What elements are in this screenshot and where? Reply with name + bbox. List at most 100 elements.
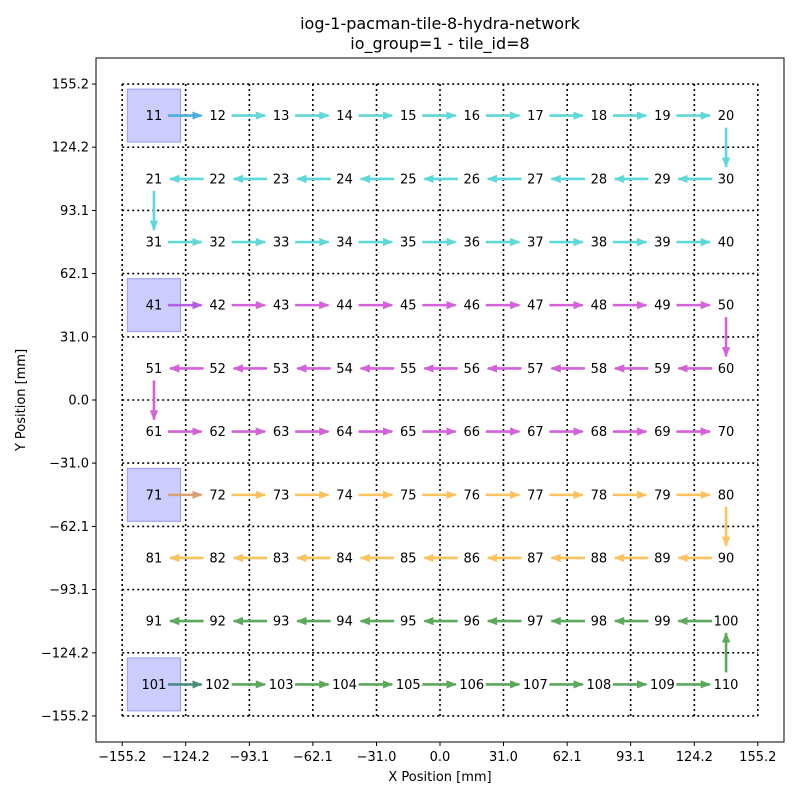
x-tick-label: −155.2 [98,750,146,765]
chip-label-99: 99 [654,615,671,630]
chip-label-13: 13 [273,109,290,124]
chip-label-84: 84 [336,551,353,566]
chip-label-21: 21 [146,172,163,187]
chip-label-39: 39 [654,236,671,251]
y-tick-label: −155.2 [41,709,89,724]
x-tick-label: 93.1 [616,750,645,765]
chip-label-55: 55 [400,362,417,377]
chip-label-71: 71 [146,488,163,503]
y-axis-label: Y Position [mm] [14,349,29,452]
chip-label-40: 40 [718,236,735,251]
chip-label-82: 82 [209,551,226,566]
chip-label-80: 80 [718,488,735,503]
chip-label-102: 102 [205,678,230,693]
chip-label-74: 74 [336,488,353,503]
chip-label-11: 11 [146,109,163,124]
chip-label-104: 104 [332,678,357,693]
chip-label-28: 28 [591,172,608,187]
chip-label-86: 86 [463,551,480,566]
chip-label-54: 54 [336,362,353,377]
chip-label-18: 18 [591,109,608,124]
y-tick-label: 31.0 [60,330,89,345]
y-tick-label: 155.2 [52,78,89,93]
chip-label-51: 51 [146,362,163,377]
chip-label-60: 60 [718,362,735,377]
x-tick-label: −62.1 [293,750,333,765]
chip-label-88: 88 [591,551,608,566]
x-tick-label: 31.0 [489,750,518,765]
chip-label-98: 98 [591,615,608,630]
chip-label-109: 109 [650,678,675,693]
y-tick-label: −93.1 [49,583,89,598]
chip-label-59: 59 [654,362,671,377]
chip-label-93: 93 [273,615,290,630]
chip-label-95: 95 [400,615,417,630]
chip-label-20: 20 [718,109,735,124]
chip-label-76: 76 [463,488,480,503]
chip-label-101: 101 [142,678,167,693]
chip-label-66: 66 [463,425,480,440]
x-tick-label: −124.2 [162,750,210,765]
chip-label-25: 25 [400,172,417,187]
chip-label-17: 17 [527,109,544,124]
chip-label-24: 24 [336,172,353,187]
chip-labels: 11 12 13 14 15 16 17 18 19 20 21 22 23 24 25 26 27 28 29 30… [142,109,739,693]
chip-label-41: 41 [146,299,163,314]
chip-label-103: 103 [269,678,294,693]
x-tick-label: −93.1 [229,750,269,765]
chip-label-75: 75 [400,488,417,503]
chip-label-15: 15 [400,109,417,124]
chip-label-30: 30 [718,172,735,187]
chip-label-36: 36 [463,236,480,251]
chip-label-35: 35 [400,236,417,251]
chip-label-63: 63 [273,425,290,440]
chip-label-81: 81 [146,551,163,566]
chip-label-42: 42 [209,299,226,314]
y-tick-label: 0.0 [68,394,89,409]
chip-label-49: 49 [654,299,671,314]
chip-label-72: 72 [209,488,226,503]
chip-label-16: 16 [463,109,480,124]
chip-label-91: 91 [146,615,163,630]
chip-label-69: 69 [654,425,671,440]
x-tick-label: 124.2 [676,750,713,765]
chip-label-43: 43 [273,299,290,314]
chip-label-58: 58 [591,362,608,377]
chip-label-106: 106 [459,678,484,693]
chip-label-33: 33 [273,236,290,251]
chip-label-89: 89 [654,551,671,566]
chip-label-44: 44 [336,299,353,314]
chip-label-79: 79 [654,488,671,503]
chip-label-27: 27 [527,172,544,187]
chip-label-45: 45 [400,299,417,314]
plot-area: 11 12 13 14 15 16 17 18 19 20 21 22 23 24 25 26 27 28 29 30… [41,57,785,765]
chip-label-61: 61 [146,425,163,440]
chip-label-73: 73 [273,488,290,503]
chip-label-107: 107 [523,678,548,693]
chip-label-12: 12 [209,109,226,124]
chip-label-94: 94 [336,615,353,630]
chart-title-line1: iog-1-pacman-tile-8-hydra-network [300,14,581,33]
chip-label-77: 77 [527,488,544,503]
chip-label-70: 70 [718,425,735,440]
chip-label-29: 29 [654,172,671,187]
chip-label-67: 67 [527,425,544,440]
chip-label-31: 31 [146,236,163,251]
y-tick-label: −31.0 [49,457,89,472]
tile-grid [121,83,759,717]
chip-label-38: 38 [591,236,608,251]
chip-label-32: 32 [209,236,226,251]
chart-title-line2: io_group=1 - tile_id=8 [350,34,529,54]
chip-label-47: 47 [527,299,544,314]
chip-label-64: 64 [336,425,353,440]
chip-label-105: 105 [396,678,421,693]
x-tick-label: 155.2 [739,750,776,765]
chip-label-96: 96 [463,615,480,630]
chip-label-48: 48 [591,299,608,314]
chip-label-90: 90 [718,551,735,566]
chip-label-23: 23 [273,172,290,187]
y-tick-label: 62.1 [60,267,89,282]
chip-label-26: 26 [463,172,480,187]
network-links [149,111,731,689]
